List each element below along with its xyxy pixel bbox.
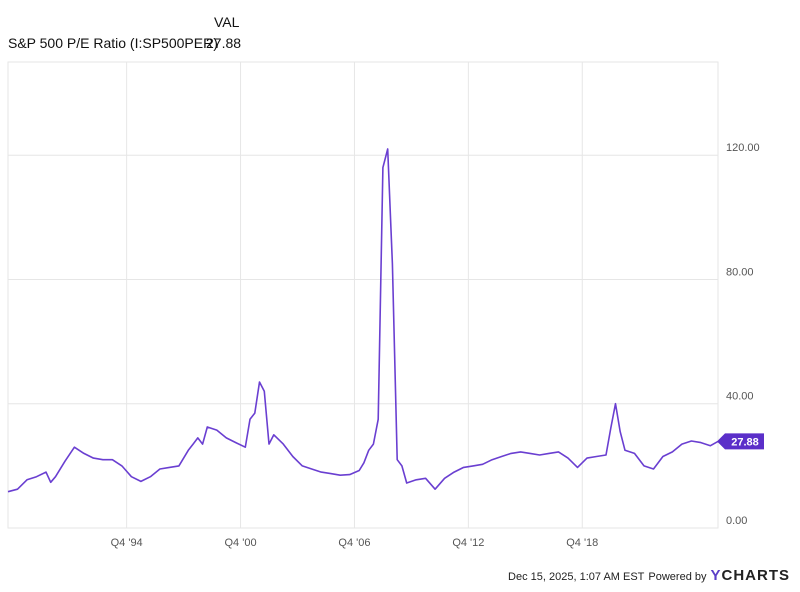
- grid-lines: [7, 61, 719, 529]
- y-axis-tick-labels: 0.00 40.00 80.00 120.00: [726, 142, 760, 527]
- plot-area-border: [7, 61, 719, 529]
- x-tick-label: Q4 '18: [566, 537, 598, 549]
- ycharts-logo[interactable]: YCHARTS: [710, 567, 790, 584]
- footer-timestamp: Dec 15, 2025, 1:07 AM EST: [508, 571, 645, 583]
- y-tick-label: 80.00: [726, 266, 754, 278]
- y-tick-label: 0.00: [726, 515, 747, 527]
- last-value-flag: [717, 433, 764, 450]
- x-tick-label: Q4 '06: [338, 537, 370, 549]
- x-tick-label: Q4 '94: [111, 537, 143, 549]
- x-tick-label: Q4 '12: [452, 537, 484, 549]
- legend-series-value: 27.88: [206, 35, 242, 51]
- series-line-sp500-pe[interactable]: [7, 148, 719, 493]
- last-value-marker: 27.88: [717, 433, 764, 450]
- footer-powered-by: Powered by: [648, 571, 707, 583]
- x-tick-label: Q4 '00: [225, 537, 257, 549]
- last-value-label: 27.88: [731, 436, 759, 448]
- chart-footer: Dec 15, 2025, 1:07 AM EST Powered by YCH…: [508, 567, 790, 584]
- y-tick-label: 120.00: [726, 142, 760, 154]
- series-layer: [7, 148, 719, 493]
- legend-series-name[interactable]: S&P 500 P/E Ratio (I:SP500PER): [8, 35, 218, 51]
- legend-value-header: VAL: [214, 14, 240, 30]
- y-tick-label: 40.00: [726, 391, 754, 403]
- x-axis-tick-labels: Q4 '94 Q4 '00 Q4 '06 Q4 '12 Q4 '18: [111, 537, 599, 549]
